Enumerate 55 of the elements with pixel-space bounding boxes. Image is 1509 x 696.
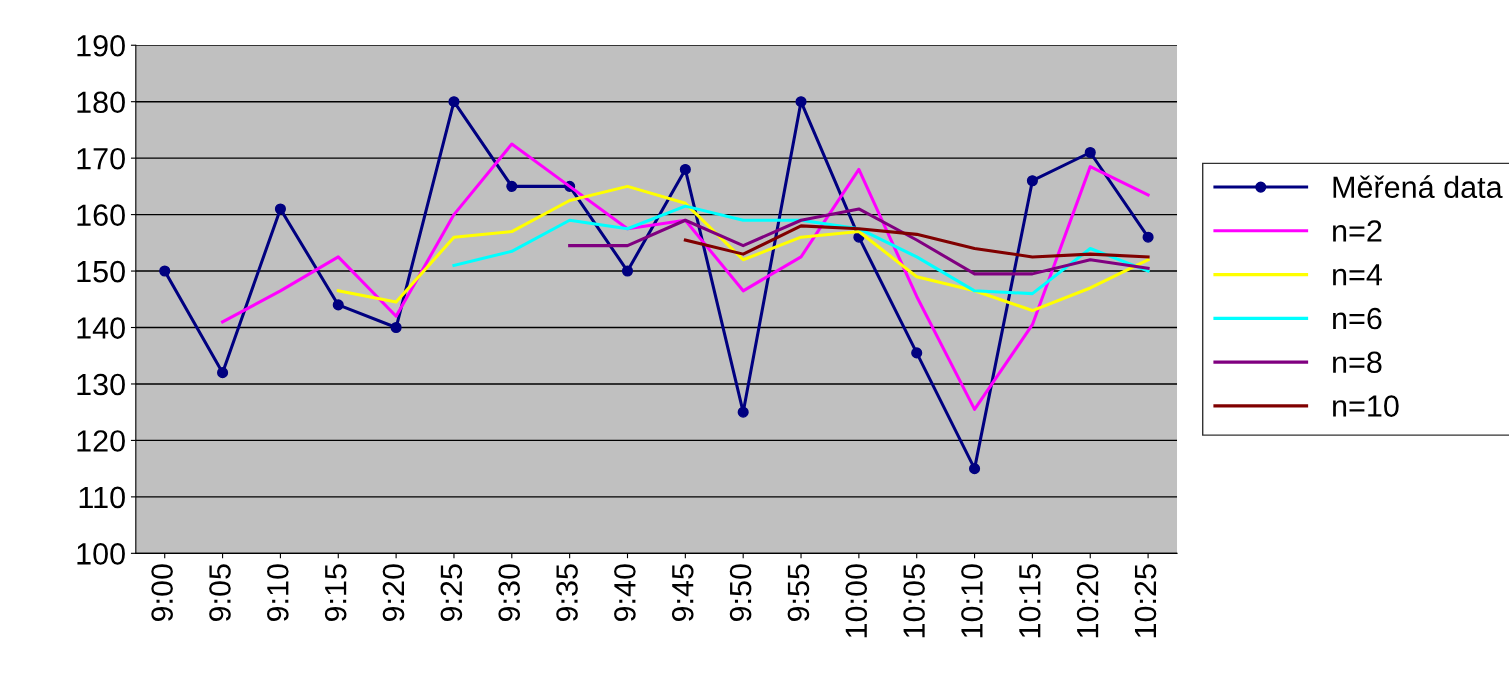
x-tick-label: 9:10 — [266, 564, 289, 622]
y-tick-label: 150 — [77, 260, 125, 283]
line-series — [568, 207, 1150, 276]
line-series — [336, 184, 1150, 313]
point — [1084, 146, 1096, 159]
x-tick-label: 10:10 — [961, 564, 983, 638]
x-tick-label: 9:25 — [440, 564, 463, 622]
legend-label: n=8 — [1333, 351, 1382, 374]
point — [737, 406, 749, 418]
point — [795, 96, 807, 108]
point — [506, 180, 518, 192]
x-tick-label: 9:40 — [614, 564, 636, 622]
point — [969, 463, 981, 475]
legend-label: n=6 — [1333, 307, 1382, 330]
x-tick-label: 9:00 — [151, 564, 173, 622]
point — [332, 299, 344, 311]
y-tick-label: 190 — [77, 34, 125, 57]
y-tick-label: 130 — [77, 373, 125, 396]
x-tick-label: 10:25 — [1134, 564, 1157, 638]
x-tick-label: 9:15 — [324, 564, 347, 622]
point — [390, 321, 402, 334]
point — [274, 203, 286, 215]
y-tick-label: 100 — [77, 543, 125, 565]
x-tick-label: 10:15 — [1018, 564, 1041, 638]
y-tick-label: 120 — [77, 430, 125, 452]
x-tick-label: 9:30 — [498, 564, 520, 622]
y-tick-label: 110 — [79, 486, 125, 509]
legend-label: Měřená data — [1333, 175, 1503, 199]
x-tick-label: 10:00 — [845, 564, 868, 638]
x-tick-label: 9:55 — [787, 564, 810, 622]
x-tick-label: 9:05 — [209, 564, 231, 622]
y-tick-label: 170 — [77, 147, 125, 170]
line-series — [221, 142, 1150, 411]
line-series — [683, 224, 1150, 259]
point — [679, 163, 691, 175]
point — [621, 265, 634, 277]
point — [217, 367, 229, 379]
y-tick-label: 160 — [77, 204, 125, 226]
x-tick-label: 10:05 — [903, 564, 925, 638]
point — [911, 347, 923, 359]
line-series — [452, 204, 1150, 296]
legend-label: n=10 — [1333, 395, 1399, 417]
point — [1142, 231, 1154, 243]
y-tick-label: 180 — [77, 91, 125, 114]
x-tick-label: 9:45 — [671, 564, 694, 622]
x-tick-label: 9:50 — [729, 564, 752, 622]
legend-label: n=2 — [1333, 220, 1382, 242]
x-tick-label: 9:20 — [382, 564, 405, 622]
x-tick-label: 10:20 — [1076, 564, 1099, 638]
y-tick-label: 140 — [77, 317, 125, 339]
legend-label: n=4 — [1333, 264, 1382, 286]
point — [448, 96, 460, 108]
point — [1026, 175, 1038, 187]
point — [159, 265, 171, 277]
x-tick-label: 9:35 — [556, 564, 578, 622]
